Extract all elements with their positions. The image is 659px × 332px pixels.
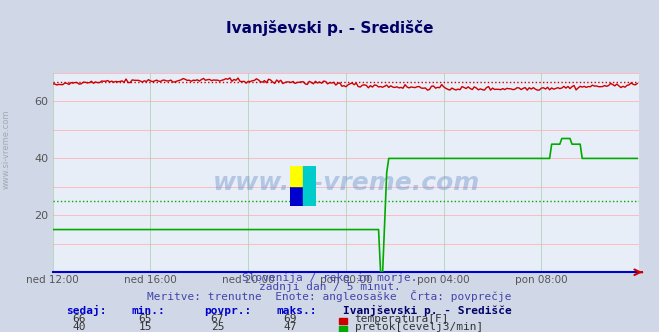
Text: 67: 67 <box>211 314 224 324</box>
Text: 65: 65 <box>138 314 152 324</box>
Text: temperatura[F]: temperatura[F] <box>355 314 449 324</box>
Text: pretok[čevelj3/min]: pretok[čevelj3/min] <box>355 322 483 332</box>
Bar <box>290 186 303 206</box>
Text: 66: 66 <box>72 314 86 324</box>
Text: 40: 40 <box>72 322 86 332</box>
Text: min.:: min.: <box>132 306 165 316</box>
Text: 15: 15 <box>138 322 152 332</box>
Text: povpr.:: povpr.: <box>204 306 252 316</box>
Text: Ivanjševski p. - Središče: Ivanjševski p. - Središče <box>226 20 433 36</box>
Text: www.si-vreme.com: www.si-vreme.com <box>212 171 480 195</box>
Text: Ivanjševski p. - Središče: Ivanjševski p. - Središče <box>343 305 511 316</box>
Bar <box>290 166 303 186</box>
Text: zadnji dan / 5 minut.: zadnji dan / 5 minut. <box>258 283 401 292</box>
Text: sedaj:: sedaj: <box>66 305 106 316</box>
Text: Slovenija / reke in morje.: Slovenija / reke in morje. <box>242 273 417 283</box>
Text: 25: 25 <box>211 322 224 332</box>
Text: Meritve: trenutne  Enote: angleosaške  Črta: povprečje: Meritve: trenutne Enote: angleosaške Črt… <box>147 290 512 302</box>
Text: www.si-vreme.com: www.si-vreme.com <box>2 110 11 189</box>
Bar <box>303 166 316 206</box>
Text: 47: 47 <box>283 322 297 332</box>
Text: maks.:: maks.: <box>277 306 317 316</box>
Text: 69: 69 <box>283 314 297 324</box>
